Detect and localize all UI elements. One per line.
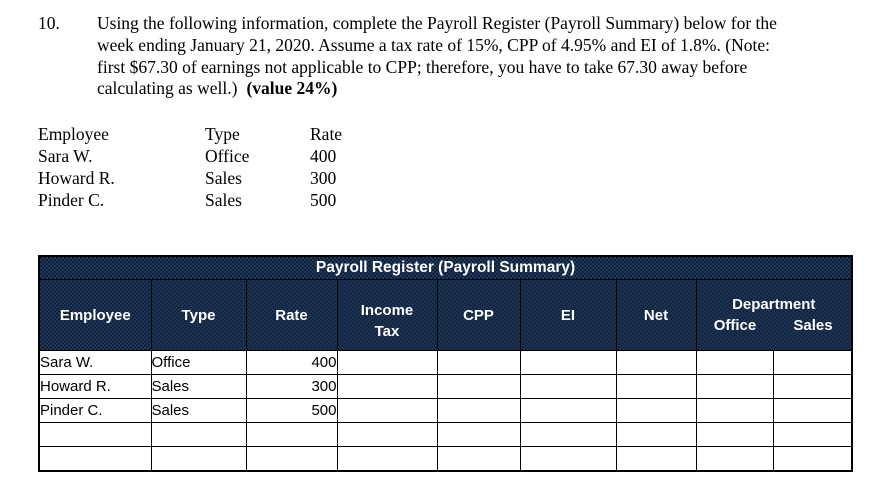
cell-employee: Howard R.	[38, 374, 152, 399]
cell-sales	[772, 422, 853, 447]
table-row: Pinder C. Sales 500	[38, 398, 853, 423]
cell-rate: 400	[245, 350, 338, 375]
info-employee-type: Sales	[205, 168, 242, 188]
cell-income-tax	[336, 446, 438, 472]
info-employee-name: Sara W.	[38, 146, 93, 166]
question-number: 10.	[38, 13, 60, 33]
column-header-income-tax-label: Income Tax	[360, 302, 414, 340]
cell-rate	[245, 446, 338, 472]
table-row-empty	[38, 446, 853, 472]
cell-sales	[772, 446, 853, 472]
column-header-department: Department Office Sales	[695, 279, 853, 351]
table-row-empty	[38, 422, 853, 447]
department-label: Department	[732, 296, 816, 313]
column-header-rate: Rate	[245, 279, 338, 351]
cell-office	[695, 350, 774, 375]
cell-type: Office	[150, 350, 247, 375]
cell-ei	[519, 374, 617, 399]
question-line-text: calculating as well.)	[97, 78, 238, 99]
cell-net	[615, 422, 697, 447]
info-employee-rate: 500	[310, 190, 337, 210]
cell-ei	[519, 350, 617, 375]
cell-rate	[245, 422, 338, 447]
cell-net	[615, 446, 697, 472]
cell-income-tax	[336, 398, 438, 423]
cell-cpp	[436, 374, 521, 399]
cell-net	[615, 350, 697, 375]
question-block: 10. Using the following information, com…	[38, 13, 868, 100]
column-header-ei: EI	[519, 279, 617, 351]
info-employee-type: Office	[205, 146, 250, 166]
cell-cpp	[436, 422, 521, 447]
cell-income-tax	[336, 374, 438, 399]
cell-income-tax	[336, 422, 438, 447]
cell-ei	[519, 446, 617, 472]
cell-office	[695, 422, 774, 447]
cell-employee: Sara W.	[38, 350, 152, 375]
column-header-income-tax: Income Tax	[336, 279, 438, 351]
column-header-cpp: CPP	[436, 279, 521, 351]
info-employee-name: Pinder C.	[38, 190, 105, 210]
info-header-rate: Rate	[310, 124, 343, 144]
cell-rate: 500	[245, 398, 338, 423]
cell-type: Sales	[150, 398, 247, 423]
column-header-net: Net	[615, 279, 697, 351]
cell-sales	[772, 374, 853, 399]
cell-office	[695, 446, 774, 472]
cell-office	[695, 398, 774, 423]
table-title: Payroll Register (Payroll Summary)	[38, 255, 853, 280]
payroll-register-table: Payroll Register (Payroll Summary) Emplo…	[38, 255, 854, 472]
cell-net	[615, 398, 697, 423]
cell-office	[695, 374, 774, 399]
cell-employee	[38, 422, 152, 447]
cell-rate: 300	[245, 374, 338, 399]
cell-type: Sales	[150, 374, 247, 399]
question-text: Using the following information, complet…	[97, 13, 868, 100]
info-employee-type: Sales	[205, 190, 242, 210]
cell-ei	[519, 398, 617, 423]
info-header-employee: Employee	[38, 124, 109, 144]
info-employee-rate: 400	[310, 146, 337, 166]
department-sales-label: Sales	[793, 317, 833, 334]
question-line: week ending January 21, 2020. Assume a t…	[97, 34, 770, 55]
column-header-employee: Employee	[38, 279, 152, 351]
info-header-type: Type	[205, 124, 240, 144]
cell-income-tax	[336, 350, 438, 375]
department-office-label: Office	[713, 317, 757, 334]
info-employee-name: Howard R.	[38, 168, 115, 188]
employee-info-list: Employee Type Rate Sara W. Office 400 Ho…	[38, 123, 430, 211]
cell-ei	[519, 422, 617, 447]
cell-sales	[772, 350, 853, 375]
cell-sales	[772, 398, 853, 423]
question-line: calculating as well.) (value 24%)	[97, 78, 868, 100]
cell-cpp	[436, 398, 521, 423]
table-row: Sara W. Office 400	[38, 350, 853, 375]
cell-type	[150, 446, 247, 472]
question-value-weight: (value 24%)	[246, 78, 338, 99]
cell-employee	[38, 446, 152, 472]
cell-cpp	[436, 350, 521, 375]
table-row: Howard R. Sales 300	[38, 374, 853, 399]
cell-cpp	[436, 446, 521, 472]
cell-type	[150, 422, 247, 447]
question-line: first $67.30 of earnings not applicable …	[97, 56, 748, 77]
cell-employee: Pinder C.	[38, 398, 152, 423]
question-line: Using the following information, complet…	[97, 13, 777, 33]
info-employee-rate: 300	[310, 168, 337, 188]
cell-net	[615, 374, 697, 399]
column-header-type: Type	[150, 279, 247, 351]
